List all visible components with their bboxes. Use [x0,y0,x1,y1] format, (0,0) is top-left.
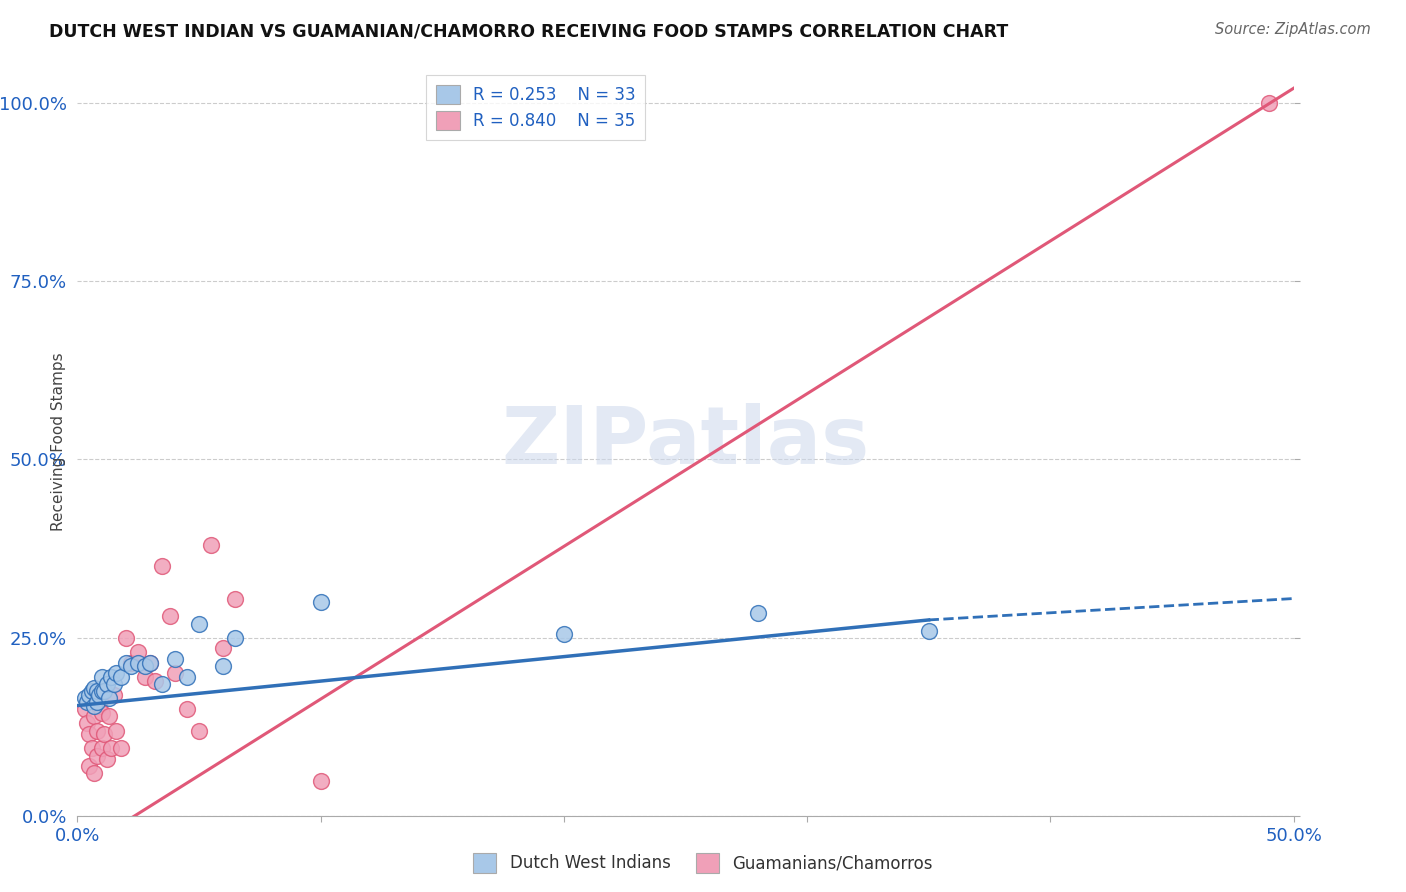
Point [93,684,115,698]
Point [97,691,120,706]
Point [188,616,211,631]
Point [90,741,112,756]
Point [90,706,112,720]
Point [212,659,235,673]
Point [152,677,174,691]
Point [79,759,101,773]
Point [89,698,111,713]
Point [127,656,149,670]
Point [89,688,111,702]
Point [176,670,198,684]
Point [120,656,142,670]
Point [86,684,108,698]
Point [224,631,246,645]
Text: ZIPatlas: ZIPatlas [502,402,869,481]
Point [97,709,120,723]
Point [110,670,132,684]
Point [127,645,149,659]
Point [200,538,222,552]
Text: DUTCH WEST INDIAN VS GUAMANIAN/CHAMORRO RECEIVING FOOD STAMPS CORRELATION CHART: DUTCH WEST INDIAN VS GUAMANIAN/CHAMORRO … [49,22,1008,40]
Point [73,702,96,716]
Point [139,656,162,670]
Point [134,659,156,673]
Point [115,631,138,645]
Point [134,670,156,684]
Point [86,748,108,763]
Point [96,677,118,691]
Point [79,727,101,741]
Point [100,670,122,684]
Point [83,709,105,723]
Point [163,652,186,666]
Point [120,659,142,673]
Point [90,670,112,684]
Point [73,691,96,706]
Text: Source: ZipAtlas.com: Source: ZipAtlas.com [1215,22,1371,37]
Point [139,656,162,670]
Point [747,606,769,620]
Point [83,766,105,780]
Point [110,741,132,756]
Point [80,684,103,698]
Legend: R = 0.253    N = 33, R = 0.840    N = 35: R = 0.253 N = 33, R = 0.840 N = 35 [426,75,645,140]
Point [103,677,125,691]
Point [188,723,211,738]
Point [918,624,941,638]
Point [176,702,198,716]
Point [76,716,98,731]
Point [212,641,235,656]
Point [1258,95,1281,110]
Point [86,695,108,709]
Point [79,688,101,702]
Point [83,681,105,695]
Point [224,591,246,606]
Point [105,666,128,681]
Point [115,656,138,670]
Point [90,684,112,698]
Point [143,673,166,688]
Legend: Dutch West Indians, Guamanians/Chamorros: Dutch West Indians, Guamanians/Chamorros [467,847,939,880]
Point [309,595,332,609]
Point [100,741,122,756]
Point [80,741,103,756]
Point [86,723,108,738]
Point [96,752,118,766]
Point [83,698,105,713]
Y-axis label: Receiving Food Stamps: Receiving Food Stamps [51,352,66,531]
Point [163,666,186,681]
Point [93,727,115,741]
Point [309,773,332,788]
Point [76,695,98,709]
Point [159,609,181,624]
Point [105,723,128,738]
Point [553,627,575,641]
Point [103,688,125,702]
Point [152,559,174,574]
